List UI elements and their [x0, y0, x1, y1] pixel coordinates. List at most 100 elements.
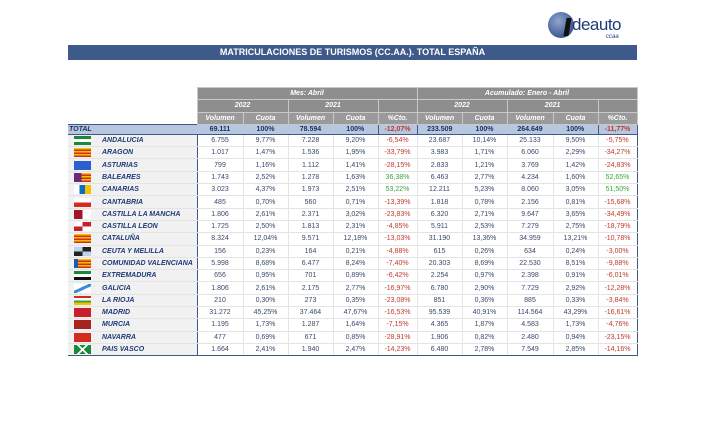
- cell: 2,52%: [243, 171, 289, 185]
- cell: 0,95%: [243, 269, 289, 283]
- cell: 1.536: [288, 146, 334, 160]
- flag-cell: [68, 183, 96, 197]
- cell: 0,26%: [462, 245, 508, 258]
- cell: 20.303: [416, 257, 463, 271]
- cell: 34.959: [507, 232, 554, 246]
- cell: 6.780: [416, 281, 463, 295]
- cell: -12,28%: [597, 281, 638, 295]
- cell: 2.371: [288, 207, 334, 221]
- cell: 885: [507, 294, 554, 308]
- cell: -7,15%: [377, 318, 418, 332]
- region-name: LA RIOJA: [96, 294, 198, 308]
- cell: 1,95%: [333, 146, 379, 160]
- cell: -4,76%: [597, 318, 638, 332]
- region-name: CEUTA Y MELILLA: [96, 245, 198, 258]
- cell: 851: [416, 294, 463, 308]
- cell: -5,75%: [597, 134, 638, 148]
- cell: 1.906: [416, 331, 463, 344]
- table-row: CANARIAS 3.023 4,37% 1.973 2,51% 53,22% 12.211…: [68, 183, 638, 197]
- cell: 1.725: [197, 220, 244, 234]
- cell: -3,00%: [597, 245, 638, 258]
- cell: 1,73%: [553, 318, 599, 332]
- cell: 52,65%: [597, 171, 638, 185]
- cell: 2,71%: [462, 207, 508, 221]
- cell: 164: [288, 245, 334, 258]
- flag-madrid-icon: [73, 308, 91, 318]
- cell: 799: [197, 158, 244, 172]
- cell: 22.530: [507, 257, 554, 271]
- cell: 615: [416, 245, 463, 258]
- cell: 31.190: [416, 232, 463, 246]
- cell: 1.195: [197, 318, 244, 332]
- cell: 2,61%: [243, 207, 289, 221]
- cell: 3,05%: [553, 183, 599, 197]
- region-name: CASTILLA LEON: [96, 220, 198, 234]
- cell: 3.023: [197, 183, 244, 197]
- region-name: CANTABRIA: [96, 195, 198, 209]
- flag-cyl-icon: [73, 222, 91, 232]
- region-name: COMUNIDAD VALENCIANA: [96, 257, 198, 271]
- cell: 1,73%: [243, 318, 289, 332]
- cell: 2,75%: [553, 220, 599, 234]
- col-header: Volumen: [287, 111, 334, 125]
- cell: 3,65%: [553, 207, 599, 221]
- cell: 9,50%: [553, 134, 599, 148]
- cell: 45,25%: [243, 306, 289, 320]
- cell: 0,78%: [462, 195, 508, 209]
- table-row: ANDALUCIA 6.755 9,77% 7.228 9,20% -6,54% 23.68…: [68, 134, 638, 148]
- col-header: Volumen: [196, 111, 244, 125]
- total-row: TOTAL 69.111 100% 78.594 100% -12,07% 233.50…: [68, 123, 638, 135]
- registrations-table: Mes: Abril Acumulado: Enero - Abril 2022 2…: [68, 86, 638, 357]
- cell: -23,08%: [377, 294, 418, 308]
- flag-cell: [68, 146, 96, 160]
- cell: 36,38%: [377, 171, 418, 185]
- cell: 13,21%: [553, 232, 599, 246]
- cell: 0,91%: [553, 269, 599, 283]
- flag-clm-icon: [73, 209, 91, 219]
- cell: 31.272: [197, 306, 244, 320]
- cell: 1,64%: [333, 318, 379, 332]
- table-row: PAIS VASCO 1.664 2,41% 1.940 2,47% -14,23% 6.4…: [68, 343, 638, 357]
- cell: 5.911: [416, 220, 463, 234]
- cell: 264.649: [507, 123, 553, 135]
- table-row: CASTILLA LA MANCHA 1.806 2,61% 2.371 3,02% -2…: [68, 207, 638, 221]
- cell: 0,30%: [243, 294, 289, 308]
- cell: 95.539: [416, 306, 463, 320]
- region-name: CANARIAS: [96, 183, 198, 197]
- cell: 1.664: [197, 343, 244, 357]
- flag-rioja-icon: [73, 295, 91, 305]
- cell: 1.818: [416, 195, 463, 209]
- region-name: ANDALUCIA: [96, 134, 198, 148]
- cell: 1,21%: [462, 158, 508, 172]
- cell: 114.564: [507, 306, 554, 320]
- cell: -23,83%: [377, 207, 418, 221]
- table-row: CEUTA Y MELILLA 156 0,23% 164 0,21% -4,88% 615…: [68, 245, 638, 258]
- cell: 100%: [462, 123, 507, 135]
- cell: 100%: [333, 123, 378, 135]
- flag-cell: [68, 343, 96, 357]
- flag-cell: [68, 171, 96, 185]
- region-name: CASTILLA LA MANCHA: [96, 207, 198, 221]
- flag-cell: [68, 245, 96, 258]
- table-row: COMUNIDAD VALENCIANA 5.998 8,68% 6.477 8,24%…: [68, 257, 638, 271]
- cell: 0,70%: [243, 195, 289, 209]
- flag-cell: [68, 331, 96, 344]
- region-name: PAIS VASCO: [96, 343, 198, 357]
- cell: -28,91%: [377, 331, 418, 344]
- cell: 2,61%: [243, 281, 289, 295]
- flag-cell: [68, 195, 96, 209]
- cell: 0,85%: [333, 331, 379, 344]
- flag-cataluna-icon: [73, 234, 91, 244]
- flag-andalucia-icon: [73, 136, 91, 146]
- table-row: CASTILLA LEON 1.725 2,50% 1.813 2,31% -4,85% 5…: [68, 220, 638, 234]
- cell: -28,15%: [377, 158, 418, 172]
- cell: 1,71%: [462, 146, 508, 160]
- cell: -15,68%: [597, 195, 638, 209]
- flag-cell: [68, 220, 96, 234]
- cell: -6,54%: [377, 134, 418, 148]
- header-accum: Acumulado: Enero - Abril: [416, 86, 638, 101]
- cell: 485: [197, 195, 244, 209]
- flag-cell: [68, 306, 96, 320]
- col-header: Volumen: [416, 111, 463, 125]
- flag-cell: [68, 318, 96, 332]
